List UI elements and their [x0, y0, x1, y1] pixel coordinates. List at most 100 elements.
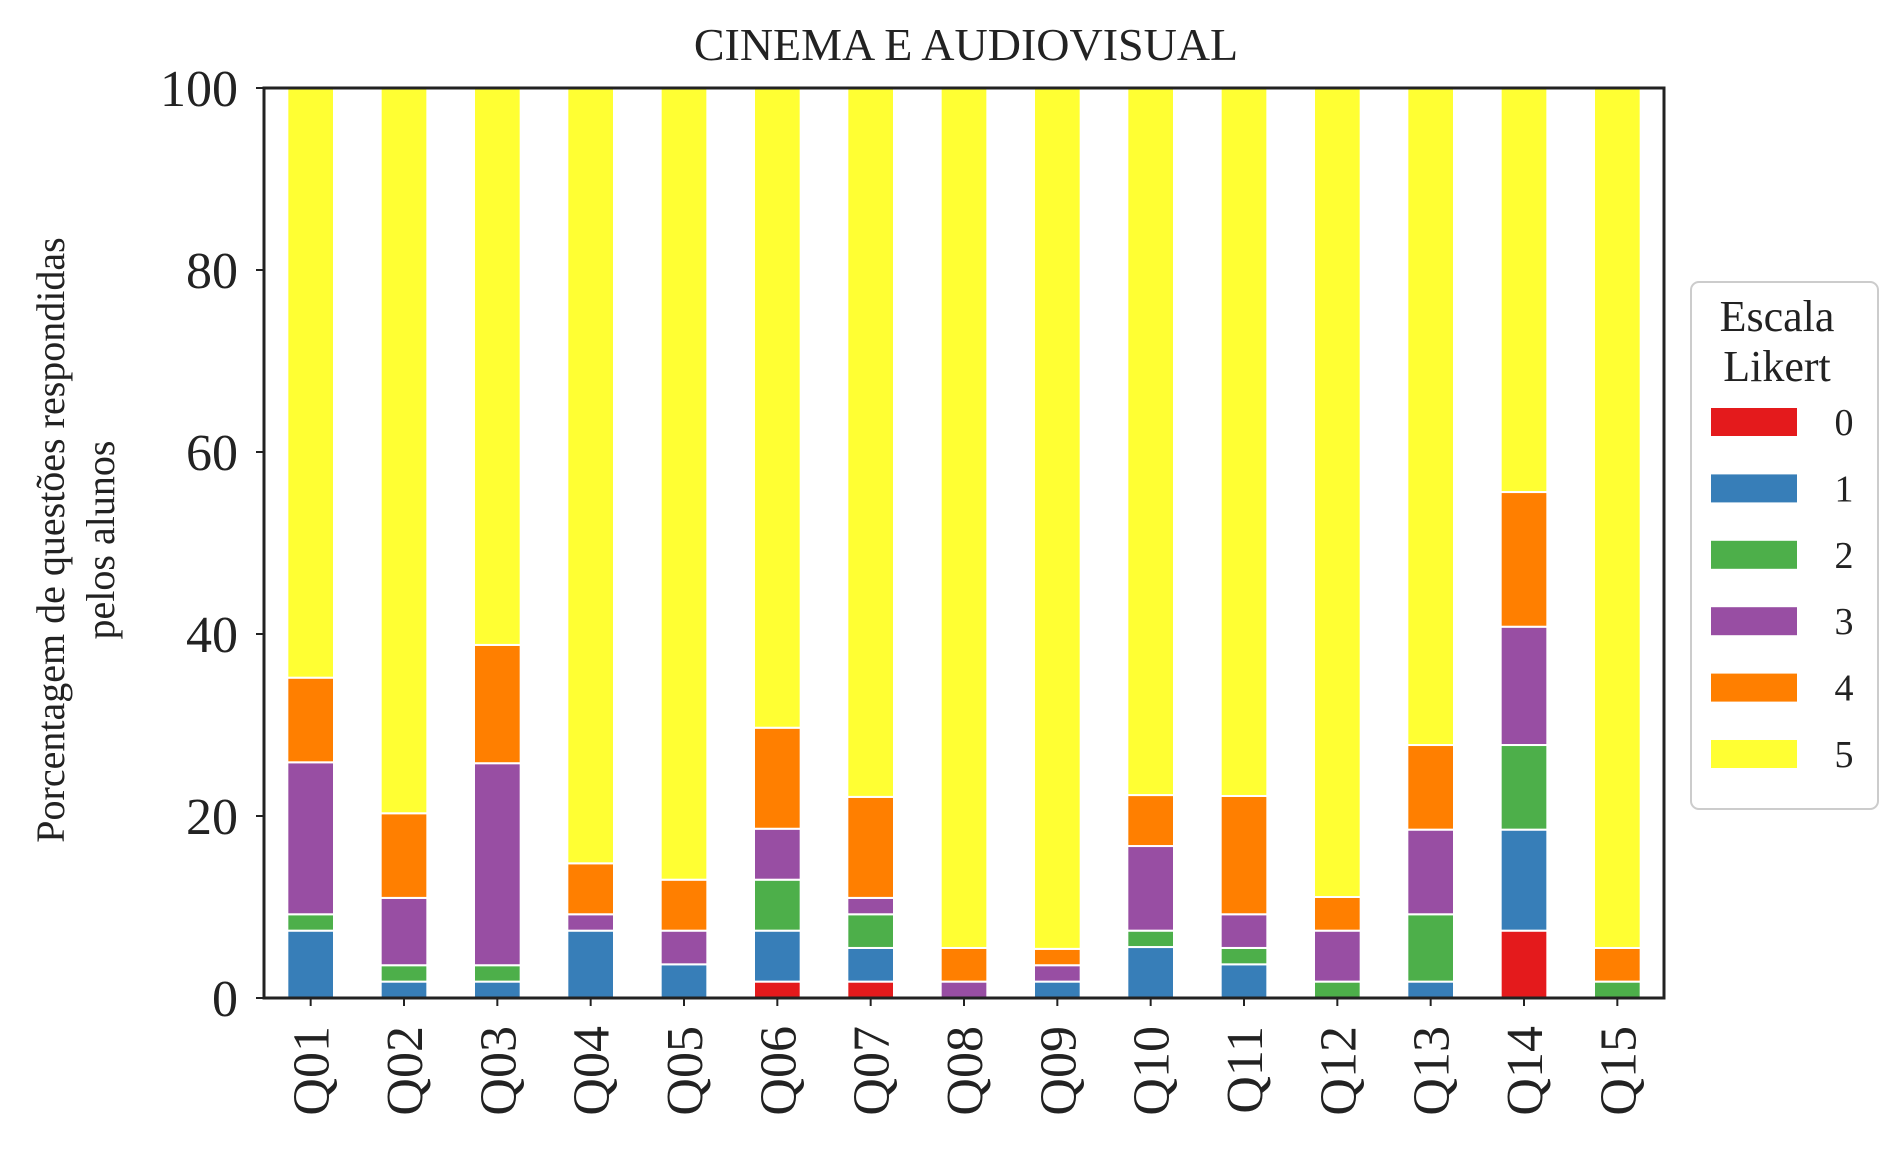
- bar-segment-Q06-likert-2: [753, 878, 802, 932]
- y-tick-label: 80: [186, 243, 238, 300]
- bar-segment-Q01-likert-1: [286, 929, 335, 999]
- bar-segment-Q01-likert-4: [286, 676, 335, 764]
- bar-segment-Q05-likert-5: [659, 87, 709, 881]
- x-tick-label: Q10: [1124, 1026, 1181, 1116]
- bar-segment-Q07-likert-5: [846, 87, 896, 798]
- y-tick-label: 20: [186, 789, 238, 846]
- bar-segment-Q11-likert-5: [1219, 87, 1269, 797]
- y-tick-label: 0: [212, 971, 238, 1028]
- y-axis: 0 20 40 60 80 100: [160, 61, 264, 1028]
- bar-segment-Q11-likert-4: [1219, 794, 1269, 916]
- bar-segment-Q02-likert-5: [379, 87, 429, 815]
- x-tick-label: Q14: [1497, 1026, 1554, 1116]
- bar-segment-Q09-likert-4: [1033, 947, 1082, 967]
- bar-segment-Q13-likert-2: [1406, 913, 1455, 983]
- bar-segment-Q06-likert-3: [753, 827, 802, 881]
- bar-segment-Q14-likert-3: [1499, 625, 1549, 747]
- bar-segment-Q02-likert-2: [379, 964, 429, 983]
- x-tick-label: Q15: [1590, 1026, 1647, 1116]
- bar-segment-Q02-likert-3: [379, 896, 429, 967]
- legend-swatch-4: [1711, 673, 1797, 702]
- bar-segment-Q03-likert-4: [473, 643, 522, 765]
- bar-segment-Q14-likert-1: [1499, 828, 1549, 932]
- bar-segment-Q04-likert-4: [566, 862, 616, 916]
- legend-label-1: 1: [1835, 468, 1854, 510]
- x-tick-label: Q12: [1310, 1026, 1367, 1116]
- bar-segment-Q08-likert-4: [939, 946, 989, 983]
- bar-segment-Q15-likert-2: [1593, 980, 1642, 999]
- x-tick-label: Q09: [1030, 1026, 1087, 1116]
- bar-segment-Q06-likert-4: [753, 726, 802, 830]
- y-axis-label-line-1: Porcentagem de questões respondidas: [28, 237, 73, 842]
- x-tick-label: Q01: [284, 1026, 341, 1116]
- y-tick-label: 60: [186, 425, 238, 482]
- bar-segment-Q10-likert-1: [1126, 946, 1175, 999]
- bar-segment-Q06-likert-0: [753, 980, 802, 999]
- y-tick-label: 100: [160, 61, 238, 118]
- y-tick-label: 40: [186, 607, 238, 664]
- plot-frame: [262, 86, 1666, 1000]
- legend-title-line-1: Escala: [1720, 292, 1835, 341]
- bar-segment-Q09-likert-5: [1033, 87, 1082, 950]
- bar-segment-Q14-likert-4: [1499, 491, 1549, 628]
- bar-segment-Q09-likert-1: [1033, 980, 1082, 999]
- bar-segment-Q02-likert-4: [379, 812, 429, 899]
- legend-swatch-5: [1711, 740, 1797, 768]
- bar-segment-Q07-likert-2: [846, 913, 896, 949]
- bar-segment-Q03-likert-3: [473, 762, 522, 967]
- legend-title-line-2: Likert: [1723, 342, 1831, 391]
- bar-segment-Q05-likert-4: [659, 878, 709, 932]
- chart-title: CINEMA E AUDIOVISUAL: [694, 19, 1238, 70]
- bar-segment-Q11-likert-2: [1219, 946, 1269, 966]
- x-axis: Q01 Q02 Q03 Q04 Q05 Q06 Q07 Q08 Q09 Q10 Q11 Q12 Q13 Q…: [284, 998, 1647, 1116]
- legend-swatch-3: [1711, 607, 1797, 636]
- x-tick-label: Q03: [470, 1026, 527, 1116]
- x-tick-label: Q08: [937, 1026, 994, 1116]
- bar-segment-Q13-likert-1: [1406, 980, 1455, 999]
- bar-segment-Q11-likert-1: [1219, 963, 1269, 1000]
- bar-segment-Q10-likert-2: [1126, 929, 1175, 949]
- bar-segment-Q05-likert-1: [659, 963, 709, 1000]
- bar-segment-Q03-likert-1: [473, 980, 522, 999]
- bar-segment-Q01-likert-2: [286, 913, 335, 932]
- x-tick-label: Q13: [1404, 1026, 1461, 1116]
- bar-segment-Q04-likert-1: [566, 929, 616, 999]
- bar-segment-Q10-likert-3: [1126, 845, 1175, 932]
- bar-segment-Q12-likert-4: [1313, 895, 1362, 932]
- bar-segment-Q10-likert-5: [1126, 87, 1175, 797]
- bar-segment-Q04-likert-5: [566, 87, 616, 865]
- bar-segment-Q12-likert-5: [1313, 87, 1362, 898]
- bar-segment-Q11-likert-3: [1219, 913, 1269, 949]
- bar-segment-Q15-likert-4: [1593, 946, 1642, 983]
- legend-label-4: 4: [1835, 668, 1854, 710]
- x-tick-label: Q07: [844, 1026, 901, 1116]
- legend: Escala Likert 0 1 2 3 4 5: [1690, 281, 1879, 810]
- bar-segment-Q04-likert-3: [566, 913, 616, 932]
- x-tick-label: Q06: [750, 1026, 807, 1116]
- bar-segment-Q08-likert-5: [939, 87, 989, 949]
- bar-segment-Q07-likert-0: [846, 980, 896, 999]
- x-tick-label: Q02: [377, 1026, 434, 1116]
- bar-segment-Q01-likert-3: [286, 761, 335, 916]
- x-tick-label: Q11: [1217, 1026, 1274, 1114]
- bar-segment-Q08-likert-3: [939, 980, 989, 999]
- bar-segment-Q07-likert-4: [846, 795, 896, 899]
- bar-segment-Q14-likert-0: [1499, 929, 1549, 999]
- y-axis-label-line-2: pelos alunos: [78, 441, 123, 640]
- bar-segment-Q13-likert-3: [1406, 828, 1455, 916]
- bar-segment-Q03-likert-2: [473, 964, 522, 983]
- bar-segment-Q09-likert-3: [1033, 964, 1082, 983]
- legend-label-3: 3: [1835, 601, 1854, 643]
- x-tick-label: Q05: [657, 1026, 714, 1116]
- legend-label-0: 0: [1835, 402, 1854, 444]
- bar-segment-Q12-likert-3: [1313, 929, 1362, 983]
- legend-swatch-0: [1711, 408, 1797, 436]
- bar-segment-Q06-likert-1: [753, 929, 802, 983]
- legend-label-5: 5: [1835, 734, 1854, 776]
- x-tick-label: Q04: [564, 1026, 621, 1116]
- legend-entries: 0 1 2 3 4 5: [1711, 402, 1854, 776]
- legend-label-2: 2: [1835, 535, 1854, 577]
- bar-segment-Q07-likert-3: [846, 896, 896, 916]
- bar-segment-Q12-likert-2: [1313, 980, 1362, 999]
- bar-segment-Q13-likert-4: [1406, 744, 1455, 831]
